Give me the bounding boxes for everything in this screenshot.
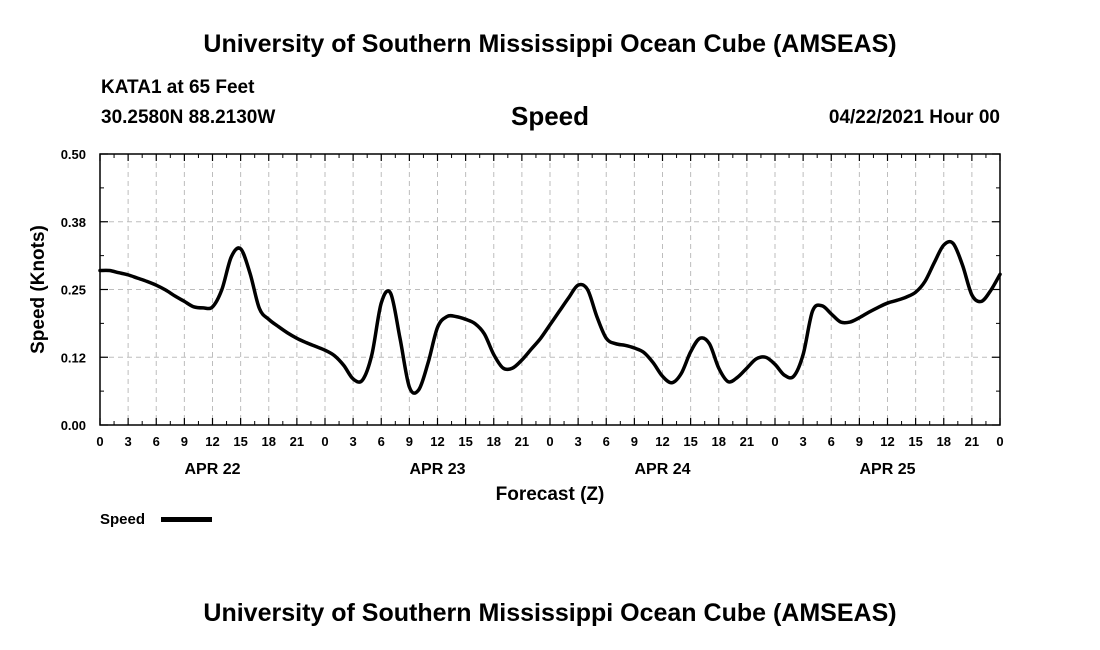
x-tick-label-3: 9: [181, 434, 188, 449]
x-tick-label-10: 6: [378, 434, 385, 449]
x-tick-label-32: 0: [996, 434, 1003, 449]
x-tick-label-1: 3: [125, 434, 132, 449]
x-tick-label-21: 15: [683, 434, 697, 449]
x-tick-label-6: 18: [262, 434, 276, 449]
x-tick-label-27: 9: [856, 434, 863, 449]
day-label-3: APR 25: [859, 461, 915, 478]
x-axis-label: Forecast (Z): [496, 484, 605, 505]
legend-swatch-speed: [161, 517, 212, 522]
x-tick-label-22: 18: [712, 434, 726, 449]
x-tick-label-5: 15: [233, 434, 247, 449]
x-tick-label-28: 12: [880, 434, 894, 449]
x-tick-label-2: 6: [153, 434, 160, 449]
x-tick-label-11: 9: [406, 434, 413, 449]
y-tick-label-4: 0.50: [61, 147, 86, 162]
x-tick-label-20: 12: [655, 434, 669, 449]
day-label-2: APR 24: [634, 461, 690, 478]
x-tick-label-25: 3: [800, 434, 807, 449]
axes: [99, 153, 1001, 426]
x-tick-label-29: 15: [908, 434, 922, 449]
x-tick-label-4: 12: [205, 434, 219, 449]
x-tick-label-14: 18: [487, 434, 501, 449]
y-tick-label-2: 0.25: [61, 283, 86, 298]
speed-series-line: [98, 239, 1002, 395]
station-coordinates: 30.2580N 88.2130W: [101, 107, 276, 128]
chart-title: Speed: [510, 101, 590, 131]
forecast-datetime: 04/22/2021 Hour 00: [828, 107, 1000, 128]
x-tick-label-23: 21: [740, 434, 754, 449]
bottom-title: University of Southern Mississippi Ocean…: [203, 599, 897, 627]
x-tick-label-0: 0: [96, 434, 103, 449]
day-label-0: APR 22: [184, 461, 240, 478]
x-tick-label-8: 0: [321, 434, 328, 449]
x-tick-label-24: 0: [771, 434, 778, 449]
x-tick-label-16: 0: [546, 434, 553, 449]
grid-lines: [100, 154, 1000, 425]
station-name: KATA1 at 65 Feet: [101, 77, 255, 98]
legend-label-speed: Speed: [100, 511, 145, 528]
x-tick-label-31: 21: [965, 434, 979, 449]
x-tick-label-19: 9: [631, 434, 638, 449]
top-title: University of Southern Mississippi Ocean…: [203, 30, 897, 58]
x-tick-label-18: 6: [603, 434, 610, 449]
x-tick-label-26: 6: [828, 434, 835, 449]
day-label-1: APR 23: [409, 461, 465, 478]
y-tick-label-3: 0.38: [61, 215, 86, 230]
x-tick-label-12: 12: [430, 434, 444, 449]
y-axis-label: Speed (Knots): [28, 225, 49, 354]
y-tick-label-1: 0.12: [61, 350, 86, 365]
x-tick-label-13: 15: [458, 434, 472, 449]
x-tick-label-7: 21: [290, 434, 304, 449]
legend: Speed: [100, 511, 212, 528]
y-tick-label-0: 0.00: [61, 418, 86, 433]
x-tick-label-15: 21: [515, 434, 529, 449]
tick-labels: 0 3 6 9 12 15 18 21 0 3 6 9 12 15 18 21 0 3 6 9 12 15 18 21 0 3 6 9…: [61, 147, 1004, 478]
x-tick-label-9: 3: [350, 434, 357, 449]
x-tick-label-30: 18: [937, 434, 951, 449]
x-tick-label-17: 3: [575, 434, 582, 449]
